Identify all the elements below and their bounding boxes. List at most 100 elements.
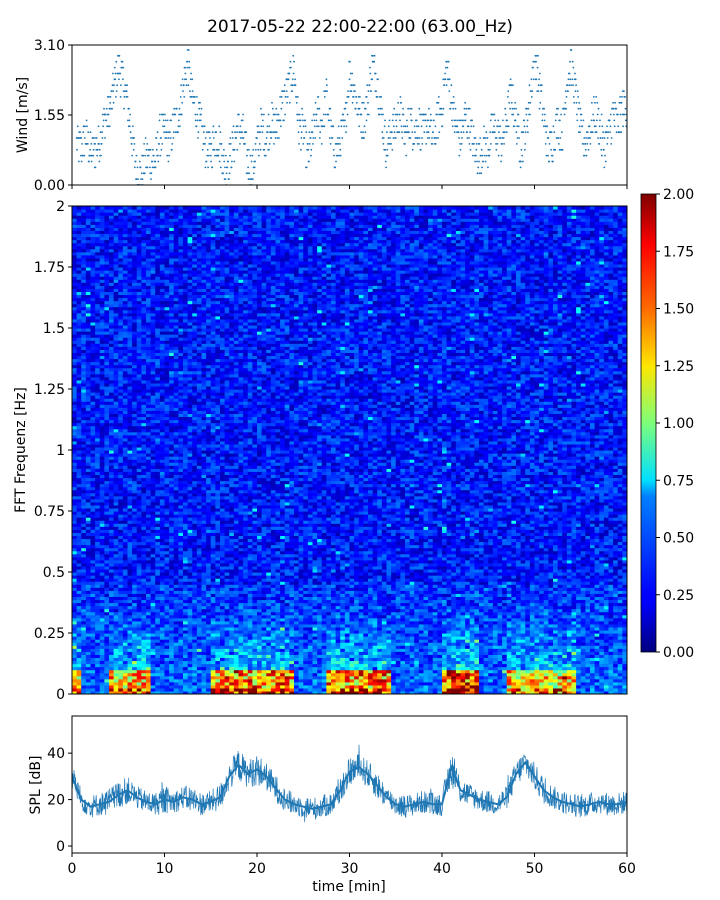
wind-point — [423, 131, 426, 134]
spectrogram-cell — [109, 233, 115, 238]
spectrogram-cell — [127, 404, 133, 408]
wind-point — [111, 107, 113, 110]
spectrogram-cell — [76, 404, 82, 408]
spectrogram-cell — [90, 456, 96, 460]
spectrogram-cell — [72, 648, 78, 652]
spectrogram-cell — [104, 437, 110, 442]
spectrogram-cell — [81, 331, 87, 335]
spectrogram-cell — [85, 614, 92, 619]
spectrogram-cell — [95, 553, 101, 558]
spectrogram-cell — [85, 324, 92, 329]
spectrogram-cell — [99, 446, 105, 451]
spectrogram-cell — [132, 611, 138, 616]
spectrogram-cell — [132, 233, 138, 238]
wind-point — [561, 148, 564, 151]
spectrogram-cell — [118, 675, 124, 680]
spectrogram-cell — [127, 346, 133, 350]
spectrogram-cell — [99, 260, 105, 265]
spectrogram-cell — [141, 675, 147, 680]
spectrogram-cell — [81, 443, 87, 448]
wind-point — [316, 107, 319, 110]
wind-point — [337, 143, 340, 145]
spectrogram-cell — [109, 263, 115, 268]
wind-point — [79, 131, 81, 134]
spectrogram-cell — [127, 581, 133, 585]
wind-point — [460, 143, 463, 145]
spectrogram-cell — [127, 495, 133, 500]
spectrogram-cell — [76, 477, 82, 482]
spectrogram-cell — [90, 620, 96, 625]
spectrogram-cell — [109, 651, 115, 655]
wind-point — [493, 125, 495, 128]
wind-point — [83, 137, 86, 139]
spectrogram-cell — [81, 227, 87, 231]
spectrogram-cell — [90, 645, 96, 649]
spectrogram-cell — [109, 440, 115, 445]
spectrogram-cell — [141, 309, 147, 314]
wind-point — [587, 148, 590, 151]
spectrogram-cell — [127, 267, 133, 271]
spectrogram-cell — [76, 465, 82, 469]
spectrogram-cell — [72, 581, 78, 585]
wind-point — [229, 143, 232, 145]
spectrogram-cell — [113, 547, 119, 552]
spectrogram-cell — [113, 666, 119, 671]
spectrogram-cell — [118, 331, 124, 335]
spectrogram-cell — [127, 633, 133, 637]
spectrogram-cell — [122, 578, 129, 582]
spectrogram-cell — [109, 663, 115, 668]
spectrogram-cell — [81, 687, 87, 692]
spectrogram-cell — [113, 349, 119, 353]
spectrogram-cell — [122, 385, 129, 390]
spectrogram-cell — [132, 486, 138, 491]
spectrogram-cell — [76, 474, 82, 479]
wind-point — [163, 131, 166, 134]
spectrogram-cell — [132, 206, 138, 210]
wind-point — [83, 154, 86, 157]
spectrogram-cell — [85, 617, 92, 622]
spectrogram-cell — [164, 206, 170, 210]
spectrogram-cell — [109, 486, 115, 491]
spectrogram-cell — [122, 675, 129, 680]
wind-point — [499, 125, 502, 128]
spectrogram-cell — [122, 379, 129, 384]
spectrogram-cell — [118, 639, 124, 643]
spectrogram-cell — [113, 410, 119, 414]
spectrogram-cell — [104, 471, 110, 475]
spectrogram-cell — [146, 651, 152, 655]
spectrogram-cell — [127, 642, 133, 646]
spectrogram-cell — [122, 352, 129, 357]
spectrogram-cell — [127, 328, 133, 332]
spectrogram-cell — [109, 446, 115, 451]
spectrogram-cell — [141, 617, 147, 622]
wind-point — [528, 84, 531, 87]
spectrogram-cell — [90, 605, 96, 610]
spectrogram-cell — [109, 242, 115, 247]
wind-point — [265, 143, 268, 145]
spectrogram-cell — [109, 462, 115, 466]
figure-title: 2017-05-22 22:00-22:00 (63.00_Hz) — [207, 17, 513, 37]
spectrogram-cell — [132, 395, 138, 399]
spectrogram-cell — [90, 687, 96, 692]
spectrogram-cell — [104, 565, 110, 570]
wind-point — [380, 113, 383, 116]
wind-point — [168, 154, 171, 157]
spectrogram-cell — [85, 309, 92, 314]
spectrogram-cell — [85, 276, 92, 280]
wind-point — [337, 125, 340, 128]
spectrogram-cell — [85, 471, 92, 475]
wind-point — [569, 60, 571, 63]
spectrogram-cell — [118, 669, 124, 674]
spectrogram-cell — [122, 684, 129, 689]
spectrogram-cell — [136, 468, 142, 472]
spectrogram-cell — [122, 523, 129, 527]
spectrogram-cell — [136, 425, 142, 430]
spectrogram-cell — [76, 526, 82, 530]
spectrogram-cell — [113, 465, 119, 469]
wind-point — [452, 107, 455, 110]
wind-point — [113, 84, 115, 87]
spectrogram-cell — [132, 236, 138, 241]
wind-point — [307, 148, 310, 151]
spectrogram-cell — [127, 334, 133, 338]
